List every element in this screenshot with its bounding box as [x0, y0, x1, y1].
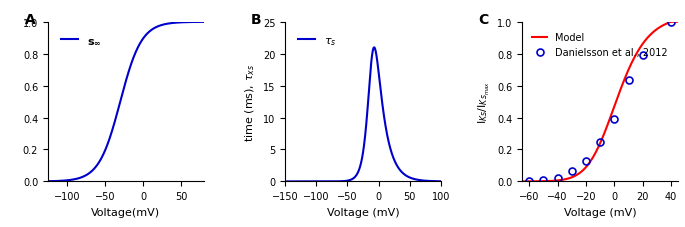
- Danielsson et al., 2012: [596, 141, 604, 143]
- Danielsson et al., 2012: [539, 179, 547, 181]
- Model: [593, 148, 601, 151]
- Danielsson et al., 2012: [625, 79, 633, 82]
- Y-axis label: time (ms), $\tau_{xs}$: time (ms), $\tau_{xs}$: [244, 63, 258, 141]
- Text: B: B: [251, 13, 262, 27]
- Model: [518, 180, 526, 183]
- X-axis label: Voltage(mV): Voltage(mV): [91, 207, 160, 217]
- Y-axis label: I$_{Ks}$/I$_{Ks_{max}}$: I$_{Ks}$/I$_{Ks_{max}}$: [477, 81, 492, 123]
- Line: Danielsson et al., 2012: Danielsson et al., 2012: [526, 19, 675, 184]
- Danielsson et al., 2012: [667, 21, 675, 24]
- Legend: $\mathbf{s_{\infty}}$: $\mathbf{s_{\infty}}$: [57, 31, 105, 51]
- Line: Model: Model: [522, 23, 678, 182]
- Danielsson et al., 2012: [610, 118, 619, 121]
- Danielsson et al., 2012: [638, 55, 647, 57]
- Danielsson et al., 2012: [553, 177, 562, 180]
- Model: [667, 21, 675, 24]
- Text: C: C: [479, 13, 488, 27]
- Text: A: A: [25, 13, 36, 27]
- Legend: Model, Danielsson et al., 2012: Model, Danielsson et al., 2012: [529, 29, 671, 62]
- Danielsson et al., 2012: [568, 170, 576, 173]
- Danielsson et al., 2012: [582, 160, 590, 163]
- X-axis label: Voltage (mV): Voltage (mV): [564, 207, 636, 217]
- Danielsson et al., 2012: [525, 179, 534, 182]
- Model: [674, 21, 682, 24]
- Model: [646, 35, 654, 37]
- Legend: $\tau_s$: $\tau_s$: [294, 31, 340, 52]
- Model: [671, 21, 679, 24]
- X-axis label: Voltage (mV): Voltage (mV): [327, 207, 399, 217]
- Model: [611, 104, 619, 106]
- Model: [592, 150, 600, 153]
- Model: [602, 127, 610, 129]
